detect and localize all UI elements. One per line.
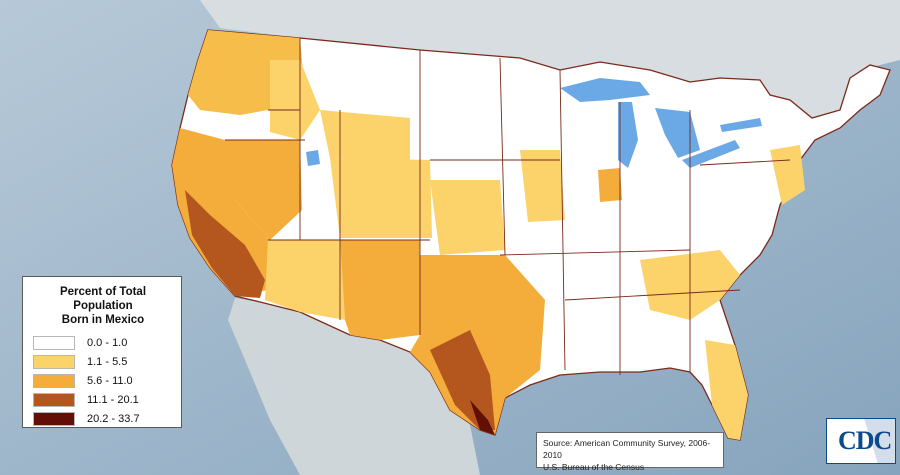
source-line1: Source: American Community Survey, 2006-… xyxy=(543,438,711,460)
region-new-mexico xyxy=(340,240,420,340)
region-rio-grande xyxy=(470,400,495,435)
legend-title: Percent of Total Population Born in Mexi… xyxy=(33,285,173,327)
legend-item: 11.1 - 20.1 xyxy=(33,391,173,409)
region-plains xyxy=(430,180,505,255)
legend-range-label: 11.1 - 20.1 xyxy=(87,394,139,406)
legend-swatch xyxy=(33,355,75,369)
lake-erie xyxy=(682,140,740,168)
legend-range-label: 20.2 - 33.7 xyxy=(87,413,140,425)
baja-california xyxy=(236,300,300,412)
region-chicago xyxy=(598,168,622,202)
region-texas xyxy=(410,255,545,435)
region-great-basin xyxy=(220,140,302,240)
region-idaho xyxy=(270,60,320,140)
cdc-logo: CDC xyxy=(825,417,897,465)
legend-range-label: 5.6 - 11.0 xyxy=(87,375,133,387)
region-northeast xyxy=(770,145,805,205)
legend: Percent of Total Population Born in Mexi… xyxy=(22,276,182,428)
legend-item: 5.6 - 11.0 xyxy=(33,372,173,390)
region-midwest xyxy=(520,150,565,222)
legend-range-label: 0.0 - 1.0 xyxy=(87,337,128,349)
lake-huron xyxy=(655,108,700,158)
legend-title-line2: Born in Mexico xyxy=(61,314,145,326)
lake-ontario xyxy=(720,118,762,132)
legend-range-label: 1.1 - 5.5 xyxy=(87,356,128,368)
region-florida xyxy=(705,340,748,440)
region-socal xyxy=(185,190,265,298)
region-south-texas xyxy=(430,330,495,430)
lake-michigan xyxy=(618,102,638,168)
legend-rows: 0.0 - 1.0 1.1 - 5.5 5.6 - 11.0 11.1 - 20.1 2… xyxy=(33,334,173,428)
region-wy-mt xyxy=(320,110,410,160)
legend-title-line1: Percent of Total Population xyxy=(59,286,147,312)
legend-swatch xyxy=(33,374,75,388)
source-note: Source: American Community Survey, 2006-… xyxy=(536,432,724,472)
canada xyxy=(200,0,900,118)
state-borders xyxy=(225,38,791,375)
legend-item: 1.1 - 5.5 xyxy=(33,353,173,371)
mexico xyxy=(228,298,480,475)
cdc-logo-text: CDC xyxy=(838,426,892,455)
region-arizona xyxy=(265,240,345,320)
legend-swatch xyxy=(33,336,75,350)
legend-swatch xyxy=(33,412,75,426)
source-line2: U.S. Bureau of the Census xyxy=(543,462,645,472)
legend-item: 20.2 - 33.7 xyxy=(33,410,173,428)
cdc-logo-mark xyxy=(825,417,897,465)
region-colorado xyxy=(330,158,432,238)
great-salt-lake xyxy=(306,150,320,166)
legend-swatch xyxy=(33,393,75,407)
legend-item: 0.0 - 1.0 xyxy=(33,334,173,352)
lake-superior xyxy=(560,78,650,102)
